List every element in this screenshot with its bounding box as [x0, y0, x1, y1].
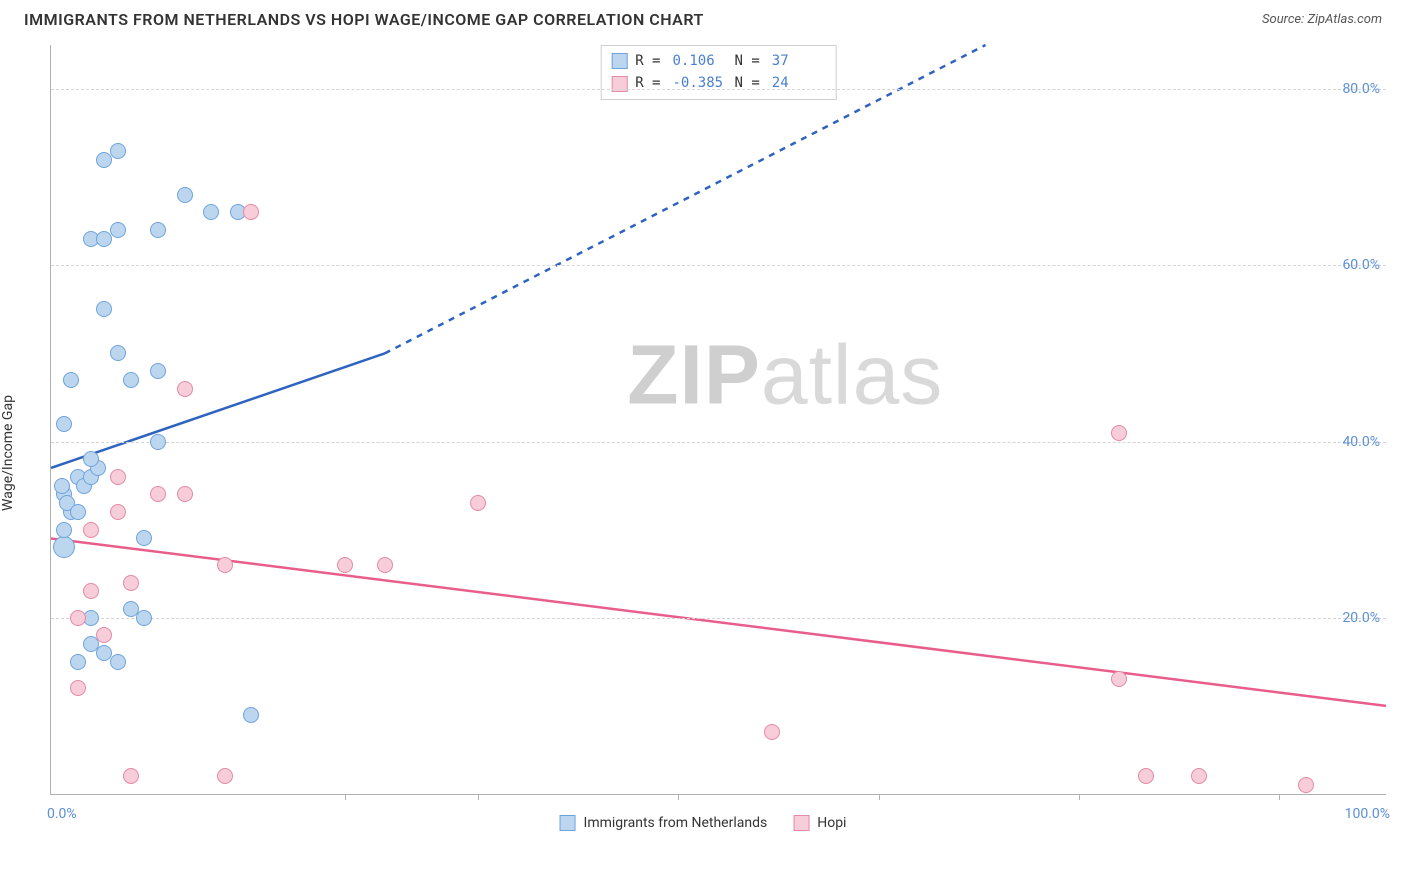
- chart-header: IMMIGRANTS FROM NETHERLANDS VS HOPI WAGE…: [0, 0, 1406, 35]
- data-point-netherlands: [110, 222, 126, 238]
- data-point-hopi: [70, 610, 86, 626]
- data-point-netherlands: [70, 654, 86, 670]
- chart-title: IMMIGRANTS FROM NETHERLANDS VS HOPI WAGE…: [24, 10, 704, 29]
- y-tick-label: 60.0%: [1342, 257, 1380, 273]
- chart-area: Wage/Income Gap ZIPatlas R = 0.106 N = 3…: [0, 35, 1406, 855]
- data-point-hopi: [123, 575, 139, 591]
- n-value-hopi: 24: [772, 72, 826, 94]
- r-value-netherlands: 0.106: [673, 50, 727, 72]
- data-point-netherlands: [136, 530, 152, 546]
- data-point-hopi: [1111, 425, 1127, 441]
- x-tick-mark: [678, 794, 679, 800]
- data-point-netherlands: [110, 143, 126, 159]
- data-point-hopi: [70, 680, 86, 696]
- data-point-netherlands: [63, 372, 79, 388]
- x-tick-mark: [879, 794, 880, 800]
- plot-region: ZIPatlas R = 0.106 N = 37 R = -0.385 N =…: [50, 45, 1386, 795]
- data-point-hopi: [110, 504, 126, 520]
- r-value-hopi: -0.385: [673, 72, 727, 94]
- legend-item-netherlands: Immigrants from Netherlands: [560, 815, 768, 831]
- legend-row-netherlands: R = 0.106 N = 37: [611, 50, 826, 72]
- watermark: ZIPatlas: [627, 326, 943, 423]
- data-point-hopi: [1298, 777, 1314, 793]
- data-point-hopi: [110, 469, 126, 485]
- data-point-netherlands: [150, 434, 166, 450]
- data-point-hopi: [764, 724, 780, 740]
- data-point-netherlands: [110, 654, 126, 670]
- data-point-hopi: [337, 557, 353, 573]
- data-point-netherlands: [177, 187, 193, 203]
- data-point-netherlands: [150, 363, 166, 379]
- data-point-netherlands: [123, 372, 139, 388]
- data-point-netherlands: [70, 504, 86, 520]
- data-point-hopi: [470, 495, 486, 511]
- series-legend: Immigrants from Netherlands Hopi: [560, 815, 847, 831]
- trend-lines-layer: [51, 45, 1386, 794]
- y-tick-label: 80.0%: [1342, 81, 1380, 97]
- legend-row-hopi: R = -0.385 N = 24: [611, 72, 826, 94]
- data-point-hopi: [1111, 671, 1127, 687]
- x-tick-mark: [478, 794, 479, 800]
- swatch-netherlands-icon: [560, 815, 576, 831]
- gridline: [51, 442, 1386, 443]
- data-point-hopi: [123, 768, 139, 784]
- data-point-hopi: [217, 557, 233, 573]
- data-point-hopi: [150, 486, 166, 502]
- data-point-hopi: [243, 204, 259, 220]
- source-credit: Source: ZipAtlas.com: [1262, 12, 1382, 27]
- gridline: [51, 618, 1386, 619]
- data-point-hopi: [1191, 768, 1207, 784]
- gridline: [51, 89, 1386, 90]
- legend-item-hopi: Hopi: [793, 815, 846, 831]
- data-point-netherlands: [243, 707, 259, 723]
- data-point-netherlands: [54, 478, 70, 494]
- data-point-netherlands: [203, 204, 219, 220]
- data-point-netherlands: [83, 451, 99, 467]
- data-point-hopi: [83, 583, 99, 599]
- data-point-netherlands: [96, 231, 112, 247]
- data-point-hopi: [177, 486, 193, 502]
- swatch-hopi-icon: [793, 815, 809, 831]
- data-point-netherlands: [150, 222, 166, 238]
- y-axis-label: Wage/Income Gap: [0, 395, 16, 511]
- y-tick-label: 20.0%: [1342, 610, 1380, 626]
- correlation-legend: R = 0.106 N = 37 R = -0.385 N = 24: [600, 45, 837, 100]
- data-point-hopi: [96, 627, 112, 643]
- y-tick-label: 40.0%: [1342, 434, 1380, 450]
- x-tick-label: 100.0%: [1345, 806, 1390, 822]
- data-point-netherlands: [96, 301, 112, 317]
- data-point-netherlands: [56, 522, 72, 538]
- data-point-hopi: [217, 768, 233, 784]
- data-point-netherlands: [56, 416, 72, 432]
- data-point-netherlands: [53, 536, 75, 558]
- x-tick-mark: [1279, 794, 1280, 800]
- data-point-hopi: [83, 522, 99, 538]
- data-point-netherlands: [136, 610, 152, 626]
- gridline: [51, 265, 1386, 266]
- x-tick-mark: [345, 794, 346, 800]
- n-value-netherlands: 37: [772, 50, 826, 72]
- data-point-hopi: [177, 381, 193, 397]
- swatch-netherlands: [611, 53, 627, 69]
- data-point-netherlands: [110, 345, 126, 361]
- x-tick-mark: [1079, 794, 1080, 800]
- data-point-hopi: [377, 557, 393, 573]
- data-point-hopi: [1138, 768, 1154, 784]
- x-tick-label: 0.0%: [47, 806, 77, 822]
